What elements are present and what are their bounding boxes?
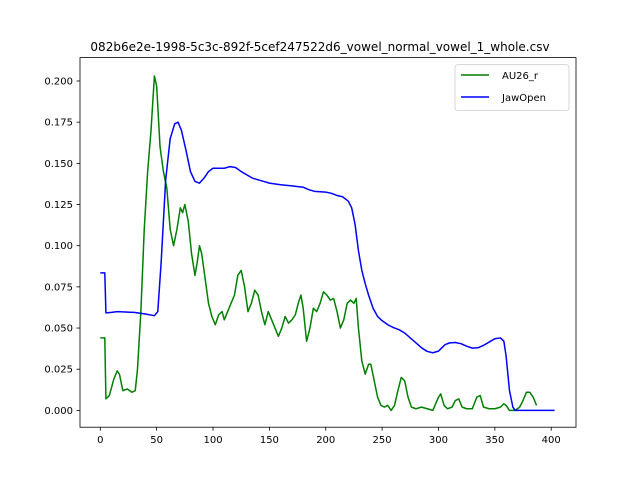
x-tick-label: 250: [373, 435, 392, 446]
plot-lines: [100, 75, 555, 412]
chart-title: 082b6e2e-1998-5c3c-892f-5cef247522d6_vow…: [90, 40, 549, 54]
x-tick-label: 200: [316, 435, 335, 446]
y-tick-label: 0.000: [44, 406, 73, 417]
y-tick-label: 0.150: [44, 159, 73, 170]
x-tick-label: 50: [150, 435, 163, 446]
x-tick-label: 350: [485, 435, 504, 446]
x-axis: 0 50 100 150 200 250 300 350 400: [97, 427, 561, 446]
y-tick-label: 0.075: [44, 282, 73, 293]
legend: AU26_r JawOpen: [454, 64, 570, 111]
x-tick-label: 400: [542, 435, 561, 446]
legend-label-au26-r: AU26_r: [502, 71, 539, 82]
series-line-jawopen: [100, 121, 555, 412]
x-tick-label: 0: [97, 435, 103, 446]
y-tick-label: 0.175: [44, 118, 73, 129]
series-line-au26-r: [100, 75, 538, 412]
x-tick-label: 150: [260, 435, 279, 446]
y-tick-label: 0.100: [44, 241, 73, 252]
y-axis: 0.000 0.025 0.050 0.075 0.100 0.125 0.150 0.175…: [44, 76, 80, 417]
y-tick-label: 0.025: [44, 365, 73, 376]
legend-box: [454, 64, 570, 111]
axes-frame: [79, 57, 577, 428]
x-tick-label: 300: [429, 435, 448, 446]
legend-label-jawopen: JawOpen: [501, 93, 546, 104]
x-tick-label: 100: [203, 435, 222, 446]
y-tick-label: 0.200: [44, 76, 73, 87]
y-tick-label: 0.125: [44, 200, 73, 211]
y-tick-label: 0.050: [44, 324, 73, 335]
